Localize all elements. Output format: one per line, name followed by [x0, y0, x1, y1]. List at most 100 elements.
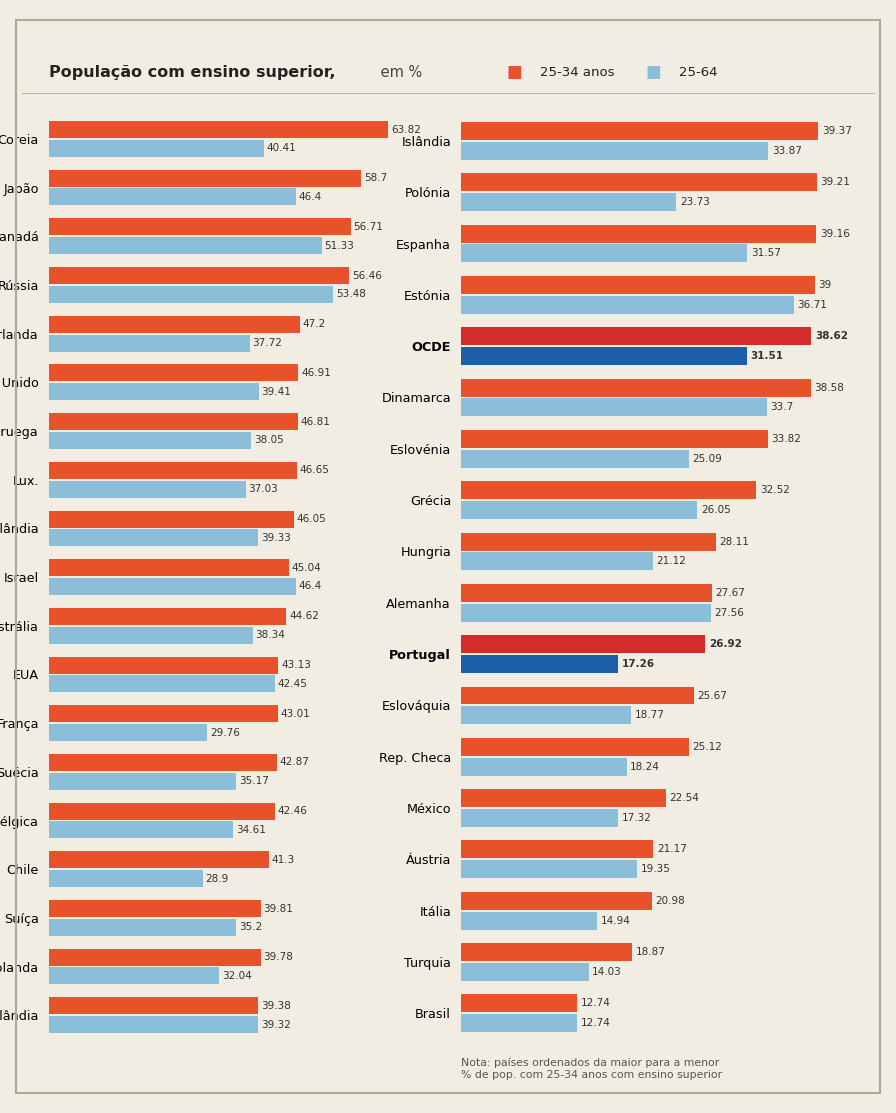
Text: 26.05: 26.05: [701, 505, 731, 515]
Bar: [461, 943, 633, 962]
Text: 22.54: 22.54: [669, 794, 699, 804]
Text: 18.77: 18.77: [635, 710, 665, 720]
Bar: [49, 657, 279, 673]
Text: 14.03: 14.03: [592, 967, 622, 977]
Text: ■: ■: [645, 63, 661, 81]
Bar: [461, 860, 637, 878]
Bar: [461, 789, 666, 807]
Bar: [49, 723, 207, 741]
Text: 53.48: 53.48: [336, 289, 366, 299]
Text: 42.87: 42.87: [280, 758, 309, 768]
Text: 47.2: 47.2: [303, 319, 326, 329]
Bar: [461, 654, 618, 673]
Text: 42.46: 42.46: [278, 806, 307, 816]
Text: 32.04: 32.04: [222, 971, 252, 981]
Text: 46.81: 46.81: [300, 416, 331, 426]
Text: 38.05: 38.05: [254, 435, 284, 445]
Bar: [49, 383, 259, 401]
Bar: [49, 335, 250, 352]
Bar: [461, 809, 618, 827]
Bar: [461, 378, 811, 396]
Text: 36.71: 36.71: [797, 299, 828, 309]
Text: 38.34: 38.34: [255, 630, 286, 640]
Text: 51.33: 51.33: [324, 240, 355, 250]
Text: 46.05: 46.05: [297, 514, 326, 524]
Bar: [461, 963, 589, 981]
Text: 25.67: 25.67: [698, 690, 728, 700]
Bar: [461, 603, 711, 621]
Text: 37.72: 37.72: [253, 338, 282, 348]
Bar: [461, 707, 632, 725]
Text: 39.37: 39.37: [822, 126, 851, 136]
Text: 12.74: 12.74: [581, 1018, 610, 1028]
Bar: [49, 578, 296, 595]
Bar: [49, 627, 253, 643]
Bar: [461, 245, 747, 263]
Bar: [461, 533, 716, 551]
Bar: [461, 141, 768, 160]
Bar: [461, 430, 768, 447]
Text: 28.9: 28.9: [205, 874, 228, 884]
Bar: [49, 676, 275, 692]
Text: 40.41: 40.41: [267, 144, 297, 154]
Bar: [49, 364, 298, 382]
Text: 39.21: 39.21: [821, 177, 850, 187]
Text: 29.76: 29.76: [210, 728, 240, 738]
Text: em %: em %: [376, 65, 423, 80]
Text: 33.87: 33.87: [772, 146, 802, 156]
Text: 34.61: 34.61: [236, 825, 265, 835]
Text: 25.12: 25.12: [693, 742, 722, 751]
Bar: [49, 267, 349, 284]
Bar: [49, 140, 264, 157]
Bar: [461, 501, 697, 519]
Bar: [461, 327, 811, 345]
Text: 39: 39: [818, 280, 831, 290]
Text: 56.71: 56.71: [353, 221, 383, 232]
Bar: [49, 772, 237, 790]
Bar: [461, 1014, 577, 1032]
Bar: [461, 738, 689, 756]
Text: 12.74: 12.74: [581, 998, 610, 1008]
Text: 46.91: 46.91: [301, 368, 331, 378]
Bar: [49, 432, 252, 449]
Bar: [461, 892, 651, 909]
Bar: [461, 347, 747, 365]
Text: 35.2: 35.2: [239, 923, 263, 933]
Text: 26.92: 26.92: [709, 639, 742, 649]
Bar: [49, 121, 388, 138]
Text: 42.45: 42.45: [278, 679, 307, 689]
Text: 45.04: 45.04: [291, 563, 321, 573]
Text: 39.78: 39.78: [263, 953, 293, 963]
Text: 17.26: 17.26: [622, 659, 655, 669]
Text: 25-64: 25-64: [679, 66, 718, 79]
Bar: [49, 948, 261, 966]
Bar: [49, 286, 333, 303]
Bar: [461, 174, 816, 191]
Text: 25-34 anos: 25-34 anos: [540, 66, 615, 79]
Bar: [49, 997, 258, 1014]
Bar: [461, 994, 577, 1013]
Text: 21.17: 21.17: [657, 845, 686, 855]
Text: 18.87: 18.87: [636, 947, 666, 957]
Text: ■: ■: [506, 63, 522, 81]
Text: Nota: países ordenados da maior para a menor
% de pop. com 25-34 anos com ensino: Nota: países ordenados da maior para a m…: [461, 1057, 722, 1080]
Text: 43.13: 43.13: [281, 660, 311, 670]
Text: 39.32: 39.32: [261, 1020, 290, 1030]
Text: 31.57: 31.57: [751, 248, 781, 258]
Text: 46.65: 46.65: [300, 465, 330, 475]
Text: 44.62: 44.62: [289, 611, 319, 621]
Text: 27.56: 27.56: [715, 608, 745, 618]
Bar: [461, 450, 689, 467]
Text: 18.24: 18.24: [630, 761, 660, 771]
Text: 23.73: 23.73: [680, 197, 710, 207]
Bar: [49, 218, 350, 236]
Bar: [49, 511, 294, 528]
Bar: [49, 821, 233, 838]
Bar: [461, 584, 712, 602]
Text: 31.51: 31.51: [751, 351, 783, 361]
Text: 37.03: 37.03: [248, 484, 279, 494]
Text: 39.16: 39.16: [820, 228, 849, 238]
Text: 28.11: 28.11: [719, 536, 750, 546]
Bar: [461, 193, 676, 211]
Text: 20.98: 20.98: [655, 896, 685, 906]
